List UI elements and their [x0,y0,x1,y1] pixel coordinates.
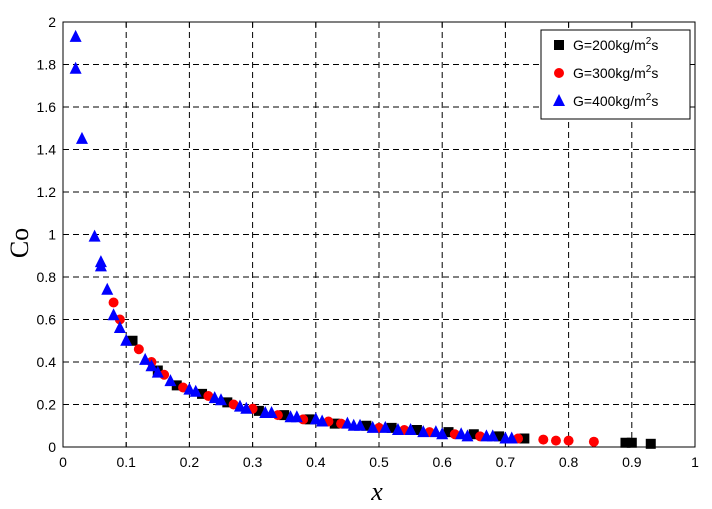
x-tick-label: 0.6 [432,454,452,470]
y-axis-title: Co [5,228,34,258]
y-tick-label: 1.2 [37,184,57,200]
x-tick-label: 0.2 [180,454,200,470]
legend: G=200kg/m2s G=300kg/m2s G=400kg/m2s [540,29,691,120]
data-point-circle [550,435,561,446]
data-point-circle [133,344,144,355]
data-point-triangle [354,418,367,431]
data-point-triangle [164,374,177,387]
y-axis-ticks: 0 0.2 0.4 0.6 0.8 1 1.2 1.4 1.6 1.8 2 [37,14,695,455]
y-tick-label: 1.8 [37,57,57,73]
data-point-square [443,427,454,438]
legend-label: G=200kg/m2s [573,36,658,53]
legend-box [540,29,691,120]
data-point-triangle [265,406,278,418]
data-point-triangle [391,423,404,435]
data-point-triangle [436,427,449,440]
data-point-triangle [88,229,101,242]
data-point-triangle [101,282,114,295]
data-point-square [386,422,397,433]
data-point-square [645,438,656,449]
x-tick-label: 1 [691,454,699,470]
data-points [69,29,656,449]
data-point-triangle [486,429,499,442]
data-point-circle [228,399,239,410]
data-point-triangle [94,259,107,272]
data-point-square [411,425,422,435]
data-point-triangle [75,131,88,144]
data-point-triangle [69,29,82,42]
data-point-triangle [379,420,392,433]
data-point-triangle [120,333,133,346]
x-axis-title: x [370,477,383,506]
y-tick-label: 1.4 [37,142,57,158]
data-point-triangle [461,429,474,442]
x-tick-label: 0.1 [116,454,136,470]
data-point-square [626,437,637,448]
y-tick-label: 0.4 [37,354,57,370]
y-tick-label: 0.6 [37,312,57,328]
data-point-triangle [69,61,82,74]
y-tick-label: 2 [48,14,56,30]
data-point-triangle [215,393,227,406]
legend-marker-square [554,40,564,50]
data-point-circle [563,435,574,446]
data-point-triangle [505,431,518,444]
x-tick-label: 0.5 [369,454,389,470]
x-axis-ticks: 0 0.1 0.2 0.3 0.4 0.5 0.6 0.7 0.8 0.9 1 [59,22,699,470]
data-point-square [279,410,290,421]
data-point-circle [178,382,189,393]
data-point-triangle [113,321,126,333]
y-tick-label: 0 [48,439,56,455]
data-point-triangle [151,365,164,378]
legend-marker-circle [554,68,564,78]
data-point-triangle [417,425,430,438]
legend-marker-triangle [553,94,565,106]
data-point-triangle [107,308,120,321]
data-point-circle [108,297,119,308]
data-point-triangle [189,384,202,397]
data-point-triangle [316,414,329,427]
data-point-triangle [240,401,253,414]
data-point-square [304,414,315,425]
data-point-square [519,433,530,444]
data-point-triangle [139,352,152,365]
data-point-square [329,418,340,429]
data-point-triangle [145,359,158,372]
data-point-square [620,437,631,448]
y-tick-label: 0.8 [37,269,57,285]
data-point-triangle [404,423,417,435]
series-triangle [69,29,518,444]
data-point-square [171,380,182,391]
data-point-circle [203,391,214,401]
data-point-triangle [366,420,379,433]
x-tick-label: 0.3 [243,454,263,470]
series-square [127,335,656,449]
data-point-square [127,335,138,346]
x-tick-label: 0.4 [306,454,326,470]
x-tick-label: 0.9 [622,454,642,470]
data-point-square [253,405,264,416]
legend-label: G=400kg/m2s [573,92,658,109]
data-point-square [361,420,372,431]
y-tick-label: 1 [48,227,56,243]
x-tick-label: 0.7 [496,454,516,470]
data-point-triangle [290,410,303,423]
data-point-square [197,388,208,399]
data-point-circle [588,436,599,447]
data-point-square [468,429,479,440]
y-tick-label: 0.2 [37,397,57,413]
data-point-square [494,431,505,442]
y-tick-label: 1.6 [37,99,57,115]
x-tick-label: 0.8 [559,454,579,470]
data-point-square [222,397,233,408]
legend-label: G=300kg/m2s [573,64,658,81]
x-tick-label: 0 [59,454,67,470]
data-point-circle [538,434,549,445]
